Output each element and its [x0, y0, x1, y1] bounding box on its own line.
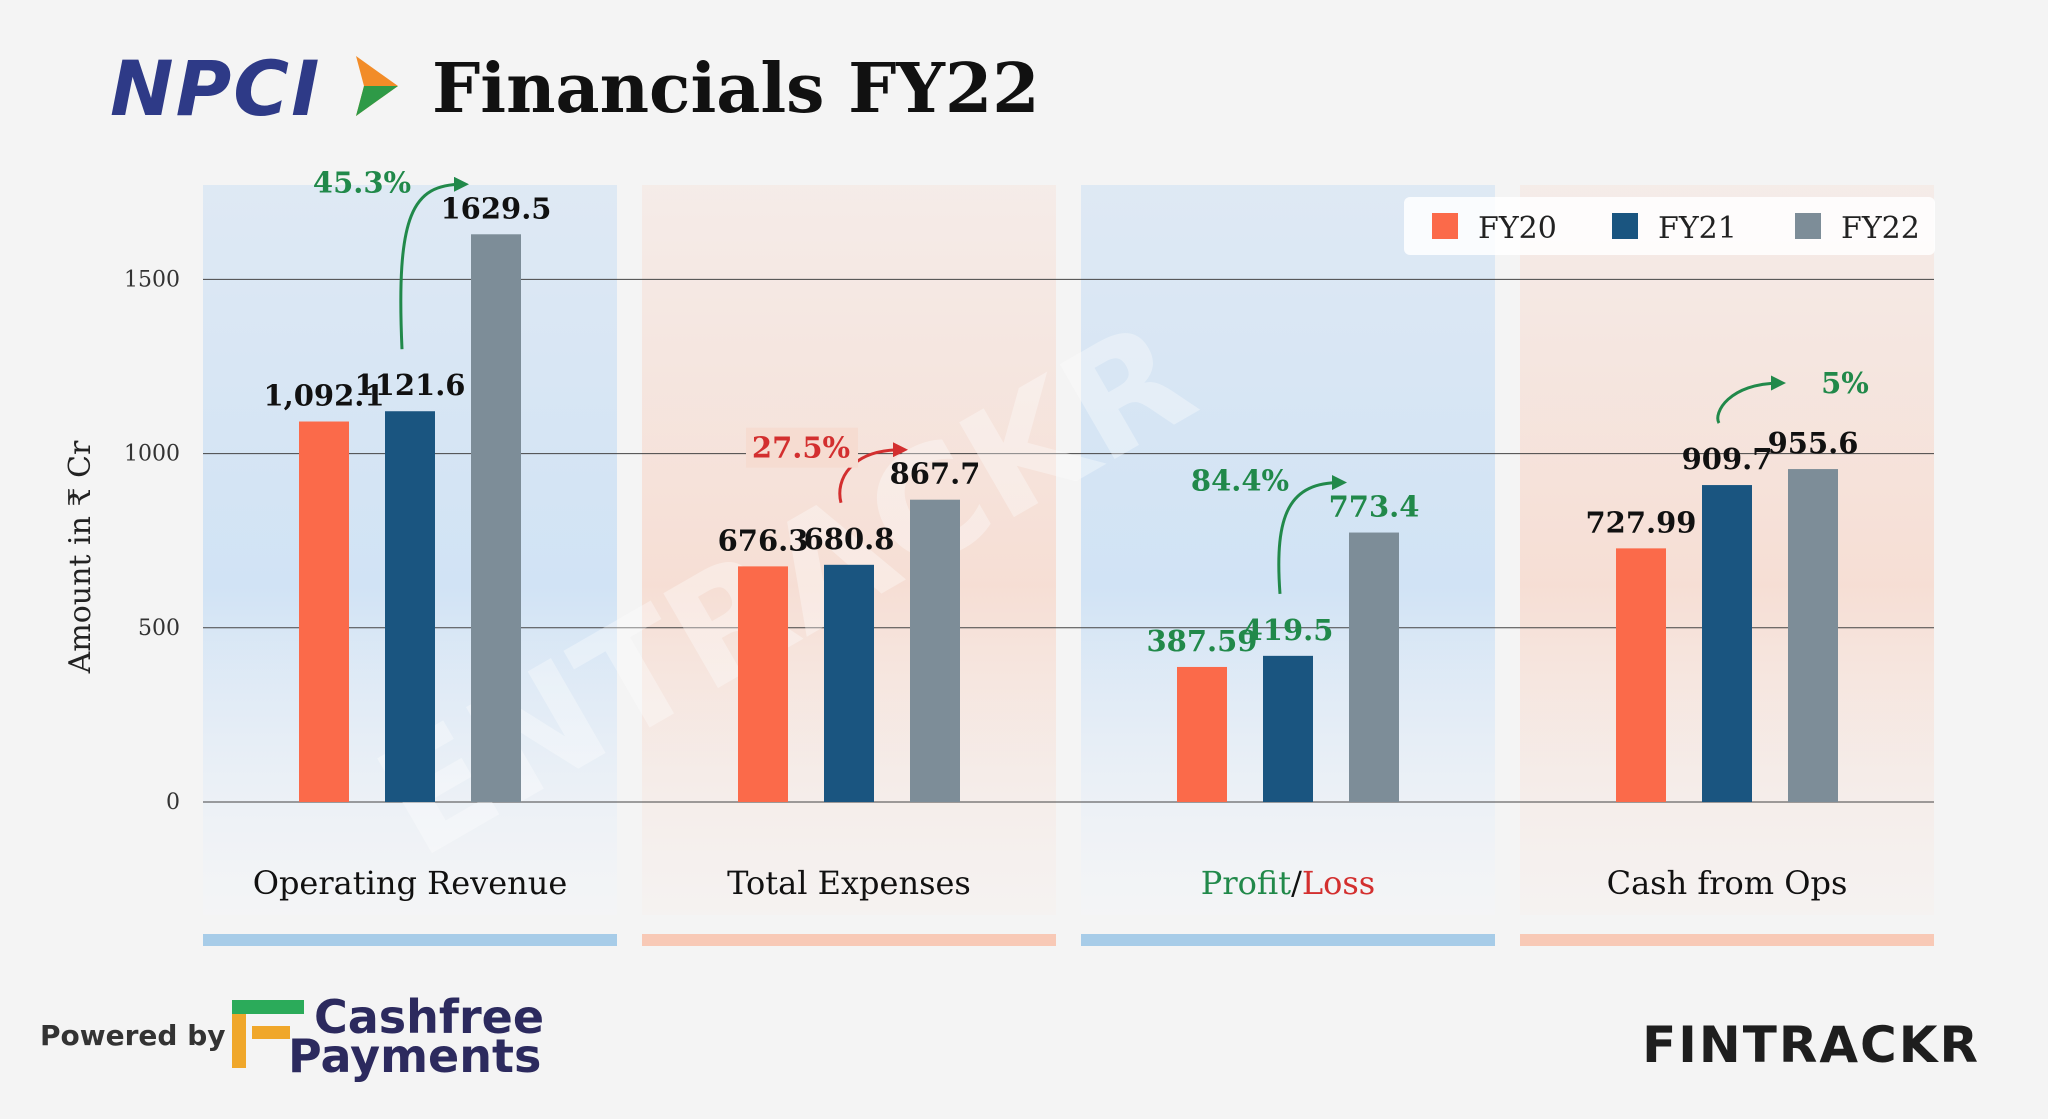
legend-label: FY22 — [1841, 211, 1920, 246]
category-underline — [1520, 934, 1934, 946]
bar-value-label: 773.4 — [1329, 490, 1420, 524]
bar-fy22 — [1788, 469, 1838, 802]
bar-fy22 — [1349, 532, 1399, 802]
category-label: Cash from Ops — [1607, 864, 1848, 902]
bar-fy20 — [299, 421, 349, 802]
bar-fy22 — [471, 234, 521, 802]
bar-fy21 — [1263, 655, 1313, 802]
legend-swatch-fy20 — [1432, 213, 1458, 239]
growth-label: 45.3% — [313, 165, 411, 199]
partner-name-line2: Payments — [288, 1029, 541, 1083]
npci-logo: NPCI — [110, 44, 398, 133]
bar-value-label: 909.7 — [1682, 442, 1773, 476]
cashfree-logo-icon — [232, 1000, 304, 1068]
powered-by-label: Powered by — [40, 1019, 226, 1052]
legend-label: FY21 — [1658, 211, 1737, 246]
bar-value-label: 387.59 — [1147, 624, 1258, 658]
category-underline — [642, 934, 1056, 946]
legend-swatch-fy21 — [1612, 213, 1638, 239]
category-label: Profit/Loss — [1201, 864, 1375, 902]
bar-value-label: 867.7 — [890, 457, 981, 491]
y-tick-label: 1000 — [124, 442, 180, 467]
bar-fy20 — [1616, 548, 1666, 802]
bar-fy21 — [385, 411, 435, 802]
bar-fy22 — [910, 499, 960, 802]
y-axis-title: Amount in ₹ Cr — [63, 440, 98, 674]
legend: FY20 FY21 FY22 — [1404, 197, 1935, 255]
growth-label: 5% — [1821, 366, 1869, 400]
bar-value-label: 1629.5 — [441, 191, 552, 225]
bar-value-label: 727.99 — [1586, 505, 1697, 539]
bar-fy21 — [824, 564, 874, 802]
growth-arrow — [399, 176, 469, 350]
growth-label: 84.4% — [1191, 464, 1289, 498]
bar-value-label: 1121.6 — [355, 368, 466, 402]
category-panel — [1081, 185, 1495, 915]
growth-label-bg — [746, 427, 858, 468]
bar-fy21 — [1702, 485, 1752, 802]
y-tick-label: 0 — [166, 790, 180, 815]
growth-arrow — [1277, 475, 1347, 594]
bar-fy20 — [738, 566, 788, 802]
page-title: Financials FY22 — [432, 49, 1040, 129]
bar-fy20 — [1177, 666, 1227, 802]
y-tick-label: 1500 — [124, 267, 180, 292]
partner-name-line1: Cashfree — [314, 990, 544, 1044]
legend-swatch-fy22 — [1795, 213, 1821, 239]
legend-label: FY20 — [1478, 211, 1557, 246]
category-underline — [203, 934, 617, 946]
bar-value-label: 680.8 — [804, 522, 895, 556]
bar-value-label: 955.6 — [1768, 426, 1859, 460]
fintrackr-brand: FINTRACKR — [1642, 1016, 1980, 1074]
category-underline — [1081, 934, 1495, 946]
y-tick-label: 500 — [138, 616, 180, 641]
growth-label: 27.5% — [752, 431, 850, 465]
npci-logo-text: NPCI — [110, 44, 321, 133]
category-label: Operating Revenue — [253, 864, 568, 902]
bar-value-label: 419.5 — [1243, 613, 1334, 647]
category-label: Total Expenses — [727, 864, 971, 902]
bar-value-label: 1,092.1 — [263, 379, 384, 413]
bar-value-label: 676.3 — [718, 523, 809, 557]
growth-arrow — [1716, 375, 1786, 424]
